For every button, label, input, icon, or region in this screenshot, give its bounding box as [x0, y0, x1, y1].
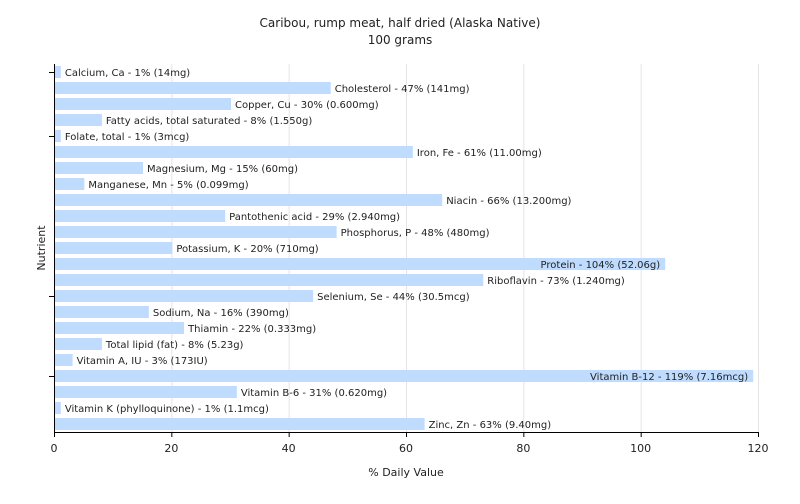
- bar-label: Selenium, Se - 44% (30.5mcg): [317, 292, 470, 303]
- bar: [55, 274, 484, 286]
- bar-label: Iron, Fe - 61% (11.00mg): [417, 148, 542, 159]
- bar: [55, 338, 102, 350]
- bar: [55, 162, 143, 174]
- bar: [55, 210, 226, 222]
- x-tick-label: 100: [630, 442, 651, 455]
- bar: [55, 370, 754, 382]
- bar-label: Copper, Cu - 30% (0.600mg): [235, 100, 379, 111]
- bar: [55, 306, 149, 318]
- bar: [55, 322, 185, 334]
- x-tick-label: 0: [51, 442, 58, 455]
- bar: [55, 130, 61, 142]
- bars: Calcium, Ca - 1% (14mg) Cholesterol - 47%…: [55, 66, 754, 431]
- bar: [55, 226, 337, 238]
- bar-label: Sodium, Na - 16% (390mg): [153, 308, 289, 319]
- bar-label: Pantothenic acid - 29% (2.940mg): [229, 212, 400, 223]
- x-tick-label: 20: [164, 442, 178, 455]
- bar: [55, 194, 443, 206]
- bar-label: Cholesterol - 47% (141mg): [335, 84, 470, 95]
- bar-label: Calcium, Ca - 1% (14mg): [65, 68, 190, 79]
- bar: [55, 178, 85, 190]
- bar-label: Potassium, K - 20% (710mg): [176, 244, 318, 255]
- bar-label: Manganese, Mn - 5% (0.099mg): [88, 180, 248, 191]
- bar-label: Vitamin B-12 - 119% (7.16mcg): [590, 372, 748, 383]
- bar: [55, 418, 425, 430]
- chart-subtitle: 100 grams: [368, 33, 433, 47]
- x-tick-label: 80: [516, 442, 530, 455]
- bar-label: Zinc, Zn - 63% (9.40mg): [429, 420, 552, 431]
- bar: [55, 354, 73, 366]
- x-axis-title: % Daily Value: [368, 466, 444, 479]
- bar: [55, 114, 102, 126]
- bar: [55, 98, 231, 110]
- bar-label: Vitamin K (phylloquinone) - 1% (1.1mcg): [65, 404, 269, 415]
- chart-title: Caribou, rump meat, half dried (Alaska N…: [260, 16, 541, 30]
- bar-label: Protein - 104% (52.06g): [541, 260, 661, 271]
- x-tick-label: 60: [399, 442, 413, 455]
- x-tick-label: 40: [282, 442, 296, 455]
- bar-label: Riboflavin - 73% (1.240mg): [487, 276, 625, 287]
- x-tick-label: 120: [748, 442, 769, 455]
- bar-label: Niacin - 66% (13.200mg): [446, 196, 571, 207]
- axes: 0 20 40 60 80 100 120: [49, 64, 769, 455]
- bar-label: Phosphorus, P - 48% (480mg): [341, 228, 490, 239]
- bar-label: Folate, total - 1% (3mcg): [65, 132, 190, 143]
- bar: [55, 82, 331, 94]
- bar-label: Magnesium, Mg - 15% (60mg): [147, 164, 298, 175]
- bar-label: Vitamin B-6 - 31% (0.620mg): [241, 388, 387, 399]
- y-axis-title: Nutrient: [35, 225, 48, 271]
- bar: [55, 290, 314, 302]
- bar: [55, 242, 173, 254]
- bar-label: Vitamin A, IU - 3% (173IU): [77, 356, 208, 367]
- bar: [55, 146, 413, 158]
- bar-label: Total lipid (fat) - 8% (5.23g): [105, 340, 244, 351]
- bar: [55, 402, 61, 414]
- bar: [55, 66, 61, 78]
- bar-label: Thiamin - 22% (0.333mg): [187, 324, 316, 335]
- bar-label: Fatty acids, total saturated - 8% (1.550…: [106, 116, 312, 127]
- bar: [55, 258, 666, 270]
- bar: [55, 386, 237, 398]
